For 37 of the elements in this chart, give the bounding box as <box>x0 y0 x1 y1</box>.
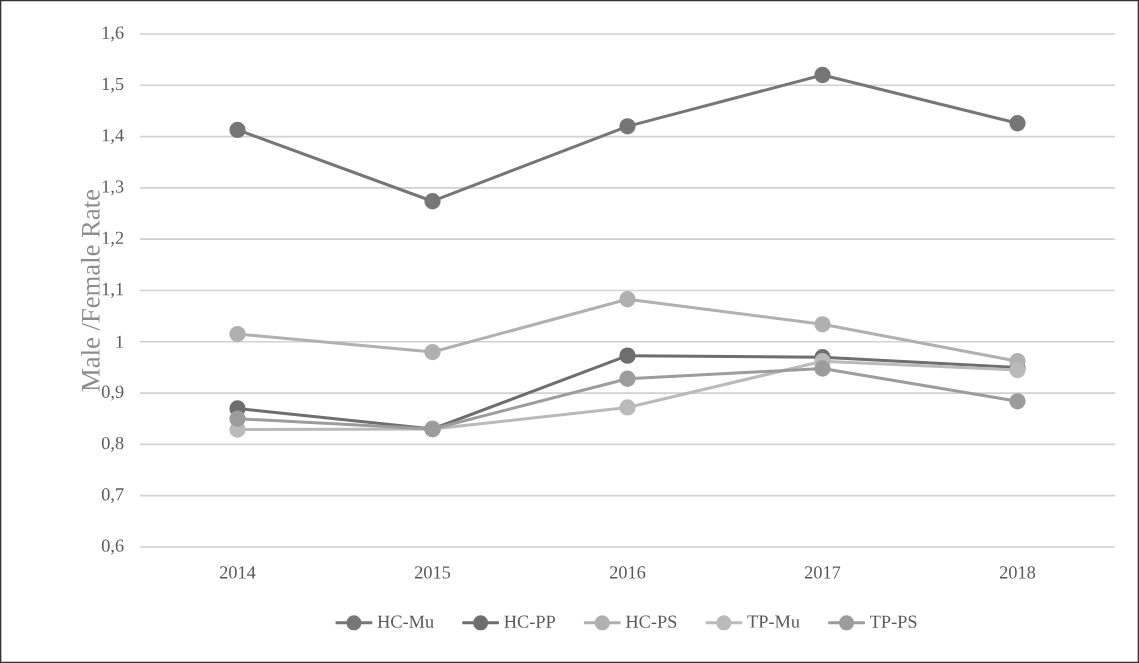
y-tick-label: 1,5 <box>102 77 124 93</box>
point <box>814 316 831 333</box>
point <box>814 360 831 377</box>
legend-label: TP-Mu <box>747 615 800 628</box>
point <box>619 347 636 364</box>
y-tick-label: 0,9 <box>101 385 124 401</box>
point <box>229 325 246 343</box>
y-tick-label: 1,6 <box>102 26 124 42</box>
point <box>814 66 831 84</box>
legend-label: TP-PS <box>870 615 917 628</box>
y-tick-label: 0,8 <box>101 436 124 452</box>
point <box>1009 393 1026 410</box>
y-tick-label: 1,3 <box>102 180 124 196</box>
point <box>229 121 246 139</box>
point <box>1009 115 1026 132</box>
legend-label: HC-Mu <box>377 615 434 628</box>
x-tick-label: 2018 <box>999 566 1036 579</box>
y-tick-label: 1,2 <box>102 231 124 247</box>
point <box>619 370 636 387</box>
y-tick-label: 1,1 <box>102 283 123 298</box>
point <box>424 343 441 361</box>
x-tick-label: 2017 <box>804 566 841 579</box>
point <box>229 410 246 427</box>
point <box>424 193 441 210</box>
x-tick-label: 2016 <box>609 566 646 579</box>
y-axis-title: Male /Female Rate <box>80 189 100 392</box>
point <box>619 399 636 416</box>
legend-label: HC-PP <box>504 615 556 628</box>
legend-label: HC-PS <box>625 615 677 628</box>
y-tick-label: 1,4 <box>102 129 124 145</box>
y-tick-label: 0,7 <box>101 488 124 504</box>
point <box>619 118 636 135</box>
point <box>619 291 636 308</box>
x-tick-label: 2015 <box>414 566 451 579</box>
y-tick-label: 0,6 <box>101 539 124 555</box>
y-tick-label: 1 <box>116 335 123 348</box>
x-tick-label: 2014 <box>219 566 256 579</box>
